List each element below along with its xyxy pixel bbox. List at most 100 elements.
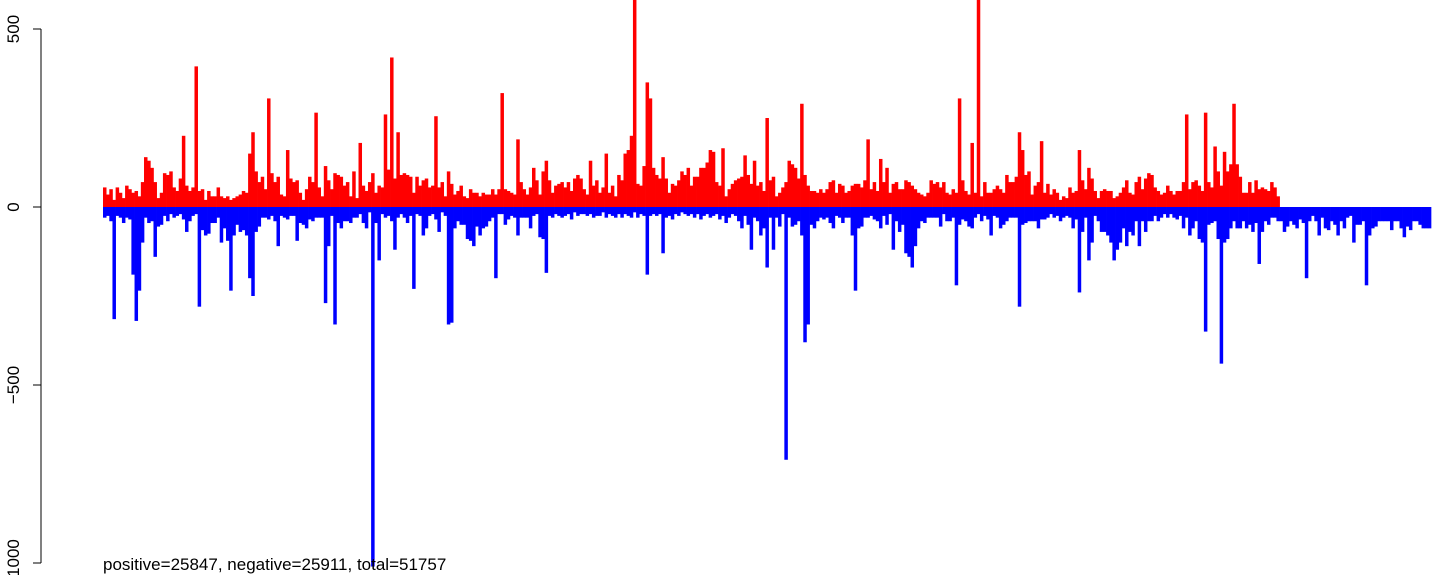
negative-bar xyxy=(885,207,889,225)
negative-bar xyxy=(938,207,943,227)
negative-bar xyxy=(538,207,542,238)
positive-bar xyxy=(793,167,798,207)
positive-bar xyxy=(938,187,943,207)
positive-bar xyxy=(326,180,331,207)
negative-bar xyxy=(677,207,681,216)
negative-bar xyxy=(607,207,612,215)
positive-bar xyxy=(604,153,609,207)
positive-bar xyxy=(1058,199,1063,207)
negative-bar xyxy=(1292,207,1296,225)
negative-bar xyxy=(112,207,116,320)
negative-bar xyxy=(386,207,391,216)
negative-bar xyxy=(727,207,732,218)
negative-bar xyxy=(1364,207,1369,286)
positive-bar xyxy=(673,185,678,207)
negative-bar xyxy=(1112,207,1116,261)
positive-bar xyxy=(992,189,997,207)
negative-bar xyxy=(1169,207,1173,215)
positive-bar xyxy=(304,189,309,207)
negative-bar xyxy=(869,207,874,216)
positive-bar xyxy=(1121,187,1126,207)
positive-bar xyxy=(696,176,700,207)
positive-bar xyxy=(796,178,801,207)
negative-bar xyxy=(1311,207,1315,216)
negative-bar xyxy=(1421,207,1426,229)
positive-bar xyxy=(301,199,306,207)
negative-bar xyxy=(1408,207,1413,231)
positive-bar xyxy=(172,187,176,207)
negative-bar xyxy=(831,207,836,229)
positive-bar xyxy=(115,187,120,207)
positive-bar xyxy=(203,199,208,207)
negative-bar xyxy=(1087,207,1091,261)
negative-bar xyxy=(216,207,221,218)
positive-bar xyxy=(1276,196,1280,207)
positive-bar xyxy=(901,189,905,207)
negative-bar xyxy=(645,207,650,275)
negative-bar xyxy=(1330,207,1334,222)
negative-bar xyxy=(1118,207,1123,243)
negative-bar xyxy=(598,207,602,216)
positive-bar xyxy=(317,187,321,207)
positive-bar xyxy=(882,182,886,207)
positive-bar xyxy=(1077,150,1082,207)
negative-bar xyxy=(478,207,482,236)
positive-bar xyxy=(1153,187,1157,207)
positive-bar xyxy=(648,98,653,207)
positive-bar xyxy=(472,192,476,207)
negative-bar xyxy=(544,207,549,273)
negative-bar xyxy=(897,207,902,232)
negative-bar xyxy=(1172,207,1176,218)
positive-bar xyxy=(1011,182,1015,207)
negative-bar xyxy=(771,207,776,250)
negative-bar xyxy=(825,207,829,218)
positive-bar xyxy=(1232,103,1236,207)
positive-bar xyxy=(576,174,580,207)
negative-bar xyxy=(702,207,706,216)
positive-bar xyxy=(525,194,530,207)
negative-bar xyxy=(680,207,684,213)
positive-bar xyxy=(1188,189,1192,207)
negative-bar xyxy=(308,207,312,220)
positive-bar xyxy=(374,192,378,207)
negative-bar xyxy=(1248,207,1252,225)
positive-bar xyxy=(692,176,697,207)
negative-bar xyxy=(718,207,722,220)
negative-bar xyxy=(1393,207,1397,222)
positive-bar xyxy=(595,180,599,207)
negative-bar xyxy=(1225,207,1230,240)
negative-bar xyxy=(235,207,239,225)
negative-bar xyxy=(957,207,962,225)
positive-bar xyxy=(396,132,400,207)
negative-bar xyxy=(459,207,463,225)
negative-bar xyxy=(412,207,416,289)
negative-bar xyxy=(1336,207,1340,236)
positive-bar xyxy=(1200,190,1205,207)
positive-bar xyxy=(513,194,517,207)
negative-bar xyxy=(443,207,448,216)
positive-bar xyxy=(680,171,684,207)
positive-bar xyxy=(1030,194,1034,207)
positive-bar xyxy=(961,180,965,207)
negative-bar xyxy=(1266,207,1271,225)
positive-bar xyxy=(629,135,634,207)
positive-bar xyxy=(418,185,422,207)
positive-bar xyxy=(642,166,646,207)
positive-bar xyxy=(1203,112,1208,207)
positive-bar xyxy=(658,178,662,207)
negative-bar xyxy=(1077,207,1082,293)
positive-bar xyxy=(837,183,842,207)
positive-bar xyxy=(333,173,337,207)
positive-bar xyxy=(1175,190,1179,207)
positive-bar xyxy=(651,167,656,207)
negative-bar xyxy=(1147,207,1151,222)
positive-bar xyxy=(1065,198,1069,207)
negative-bar xyxy=(837,207,842,218)
positive-bar xyxy=(1046,183,1050,207)
positive-bar xyxy=(778,192,782,207)
positive-bar xyxy=(323,166,328,207)
positive-bar xyxy=(623,153,627,207)
positive-bar xyxy=(781,187,785,207)
positive-bar xyxy=(601,187,605,207)
negative-bar xyxy=(453,207,457,229)
